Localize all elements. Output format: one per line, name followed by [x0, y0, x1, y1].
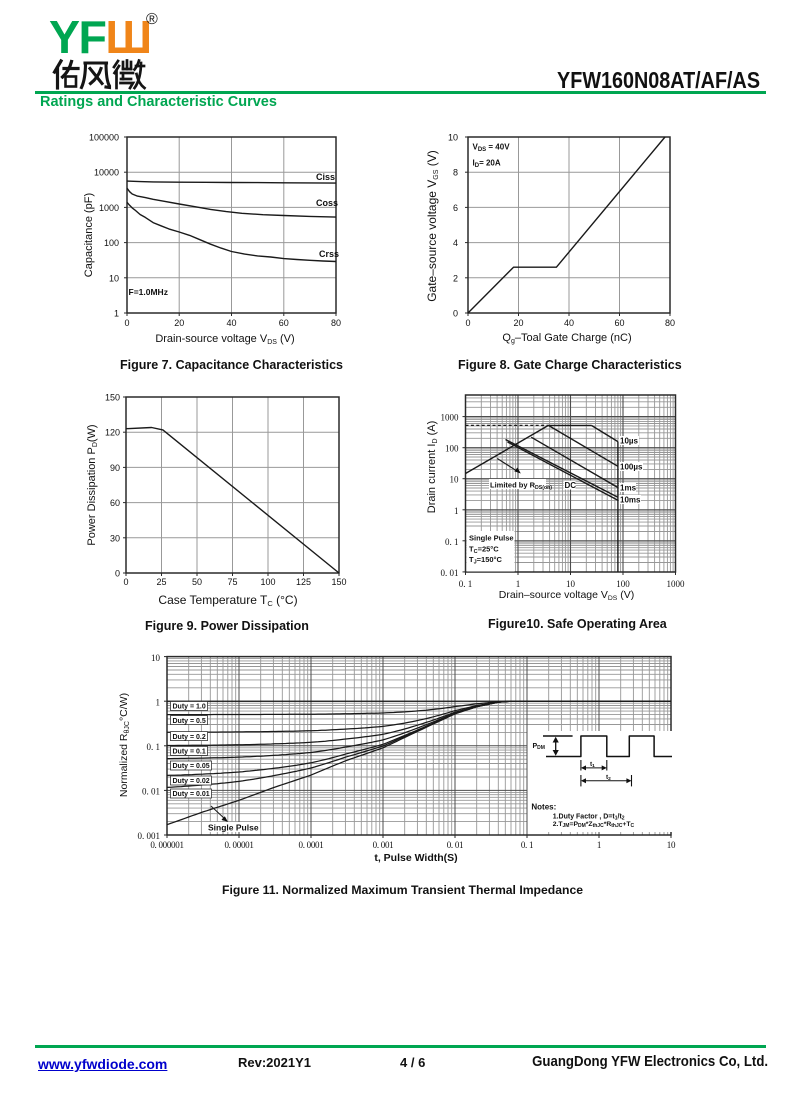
- svg-text:Crss: Crss: [319, 249, 339, 259]
- svg-text:0. 1: 0. 1: [459, 579, 473, 589]
- svg-text:10: 10: [667, 840, 676, 850]
- svg-text:25: 25: [156, 577, 166, 587]
- svg-text:t2: t2: [606, 774, 611, 782]
- svg-text:0. 01: 0. 01: [447, 840, 464, 850]
- svg-text:VDS = 40V: VDS = 40V: [473, 143, 511, 154]
- svg-text:10ms: 10ms: [620, 496, 641, 505]
- svg-text:0. 1: 0. 1: [445, 537, 459, 547]
- svg-text:Case Temperature TC (°C): Case Temperature TC (°C): [158, 593, 297, 608]
- svg-text:TJ=150°C: TJ=150°C: [469, 555, 503, 566]
- svg-text:0. 00001: 0. 00001: [224, 840, 253, 850]
- svg-text:Duty = 0.5: Duty = 0.5: [173, 718, 206, 725]
- svg-text:ID= 20A: ID= 20A: [473, 159, 501, 170]
- svg-text:10: 10: [448, 133, 458, 143]
- svg-text:Duty = 0.02: Duty = 0.02: [173, 778, 210, 785]
- svg-text:0. 001: 0. 001: [138, 831, 161, 841]
- svg-text:Duty = 1.0: Duty = 1.0: [173, 704, 206, 711]
- svg-text:100000: 100000: [89, 133, 119, 143]
- svg-text:10: 10: [566, 579, 576, 589]
- svg-text:Qg–Toal Gate Charge (nC): Qg–Toal Gate Charge (nC): [502, 332, 631, 345]
- svg-text:1: 1: [516, 579, 521, 589]
- svg-text:0. 001: 0. 001: [373, 840, 394, 850]
- svg-text:Power Dissipation PD(W): Power Dissipation PD(W): [86, 424, 99, 545]
- svg-text:80: 80: [331, 318, 341, 328]
- svg-text:DC: DC: [565, 481, 577, 490]
- svg-text:0: 0: [465, 318, 470, 328]
- svg-text:60: 60: [110, 498, 120, 508]
- svg-text:0: 0: [124, 318, 129, 328]
- svg-text:0. 01: 0. 01: [142, 787, 160, 797]
- svg-text:1000: 1000: [441, 413, 460, 423]
- svg-text:1000: 1000: [667, 579, 686, 589]
- svg-text:100µs: 100µs: [620, 463, 643, 472]
- svg-text:8: 8: [453, 168, 458, 178]
- svg-text:1: 1: [114, 309, 119, 319]
- svg-text:Limited by RDS(on): Limited by RDS(on): [490, 481, 552, 492]
- svg-text:Duty = 0.2: Duty = 0.2: [173, 734, 206, 741]
- svg-text:10: 10: [151, 653, 161, 663]
- svg-text:Ciss: Ciss: [316, 172, 335, 182]
- svg-text:30: 30: [110, 533, 120, 543]
- svg-text:Drain–source voltage VDS (V): Drain–source voltage VDS (V): [499, 589, 635, 602]
- svg-text:60: 60: [279, 318, 289, 328]
- svg-text:120: 120: [105, 428, 120, 438]
- svg-text:20: 20: [513, 318, 523, 328]
- svg-text:10: 10: [450, 475, 460, 485]
- svg-text:F=1.0MHz: F=1.0MHz: [129, 287, 168, 297]
- svg-text:100: 100: [260, 577, 275, 587]
- svg-text:1: 1: [454, 506, 459, 516]
- svg-text:Capacitance (pF): Capacitance (pF): [83, 193, 95, 277]
- svg-text:6: 6: [453, 203, 458, 213]
- svg-text:1ms: 1ms: [620, 484, 637, 493]
- svg-text:1: 1: [156, 697, 161, 707]
- svg-text:100: 100: [616, 579, 630, 589]
- svg-text:100: 100: [104, 238, 119, 248]
- svg-text:t1: t1: [590, 761, 595, 769]
- svg-text:Normalized RθJC°C/W): Normalized RθJC°C/W): [118, 693, 131, 797]
- svg-text:90: 90: [110, 463, 120, 473]
- svg-text:100: 100: [445, 444, 459, 454]
- svg-text:40: 40: [564, 318, 574, 328]
- svg-text:Drain current ID (A): Drain current ID (A): [426, 421, 439, 514]
- svg-text:40: 40: [226, 318, 236, 328]
- svg-text:1000: 1000: [99, 203, 119, 213]
- svg-text:150: 150: [331, 577, 346, 587]
- svg-text:0: 0: [123, 577, 128, 587]
- svg-text:75: 75: [227, 577, 237, 587]
- svg-text:TC=25°C: TC=25°C: [469, 545, 499, 556]
- svg-text:10µs: 10µs: [620, 437, 639, 446]
- svg-text:Duty = 0.1: Duty = 0.1: [173, 749, 206, 756]
- svg-text:0: 0: [453, 309, 458, 319]
- svg-text:PDM: PDM: [533, 743, 545, 751]
- svg-text:t, Pulse Width(S): t, Pulse Width(S): [374, 852, 457, 864]
- svg-text:0. 0001: 0. 0001: [299, 840, 324, 850]
- svg-text:2.TJM=PDM*ZthJC*RthJC+TC: 2.TJM=PDM*ZthJC*RthJC+TC: [553, 821, 635, 829]
- svg-text:Duty = 0.05: Duty = 0.05: [173, 763, 210, 770]
- svg-text:Drain-source voltage VDS (V): Drain-source voltage VDS (V): [155, 333, 294, 346]
- svg-text:125: 125: [296, 577, 311, 587]
- svg-text:0. 000001: 0. 000001: [150, 840, 183, 850]
- svg-text:Single Pulse: Single Pulse: [208, 823, 259, 833]
- svg-text:0. 1: 0. 1: [147, 742, 161, 752]
- svg-text:1.Duty Factor , D=t1/t2: 1.Duty Factor , D=t1/t2: [553, 814, 625, 822]
- svg-text:0. 01: 0. 01: [441, 568, 459, 578]
- svg-text:20: 20: [174, 318, 184, 328]
- svg-text:2: 2: [453, 273, 458, 283]
- svg-text:Duty = 0.01: Duty = 0.01: [173, 791, 210, 798]
- svg-text:1: 1: [597, 840, 601, 850]
- svg-text:Gate–source voltage VGS (V): Gate–source voltage VGS (V): [425, 150, 440, 302]
- svg-text:10000: 10000: [94, 168, 119, 178]
- svg-text:Coss: Coss: [316, 198, 338, 208]
- svg-text:80: 80: [665, 318, 675, 328]
- svg-text:60: 60: [614, 318, 624, 328]
- svg-text:10: 10: [109, 273, 119, 283]
- svg-text:4: 4: [453, 238, 458, 248]
- svg-text:0. 1: 0. 1: [521, 840, 533, 850]
- svg-text:0: 0: [115, 569, 120, 579]
- svg-text:Single Pulse: Single Pulse: [469, 534, 514, 543]
- svg-text:50: 50: [192, 577, 202, 587]
- svg-text:150: 150: [105, 393, 120, 403]
- svg-text:Notes:: Notes:: [531, 803, 556, 812]
